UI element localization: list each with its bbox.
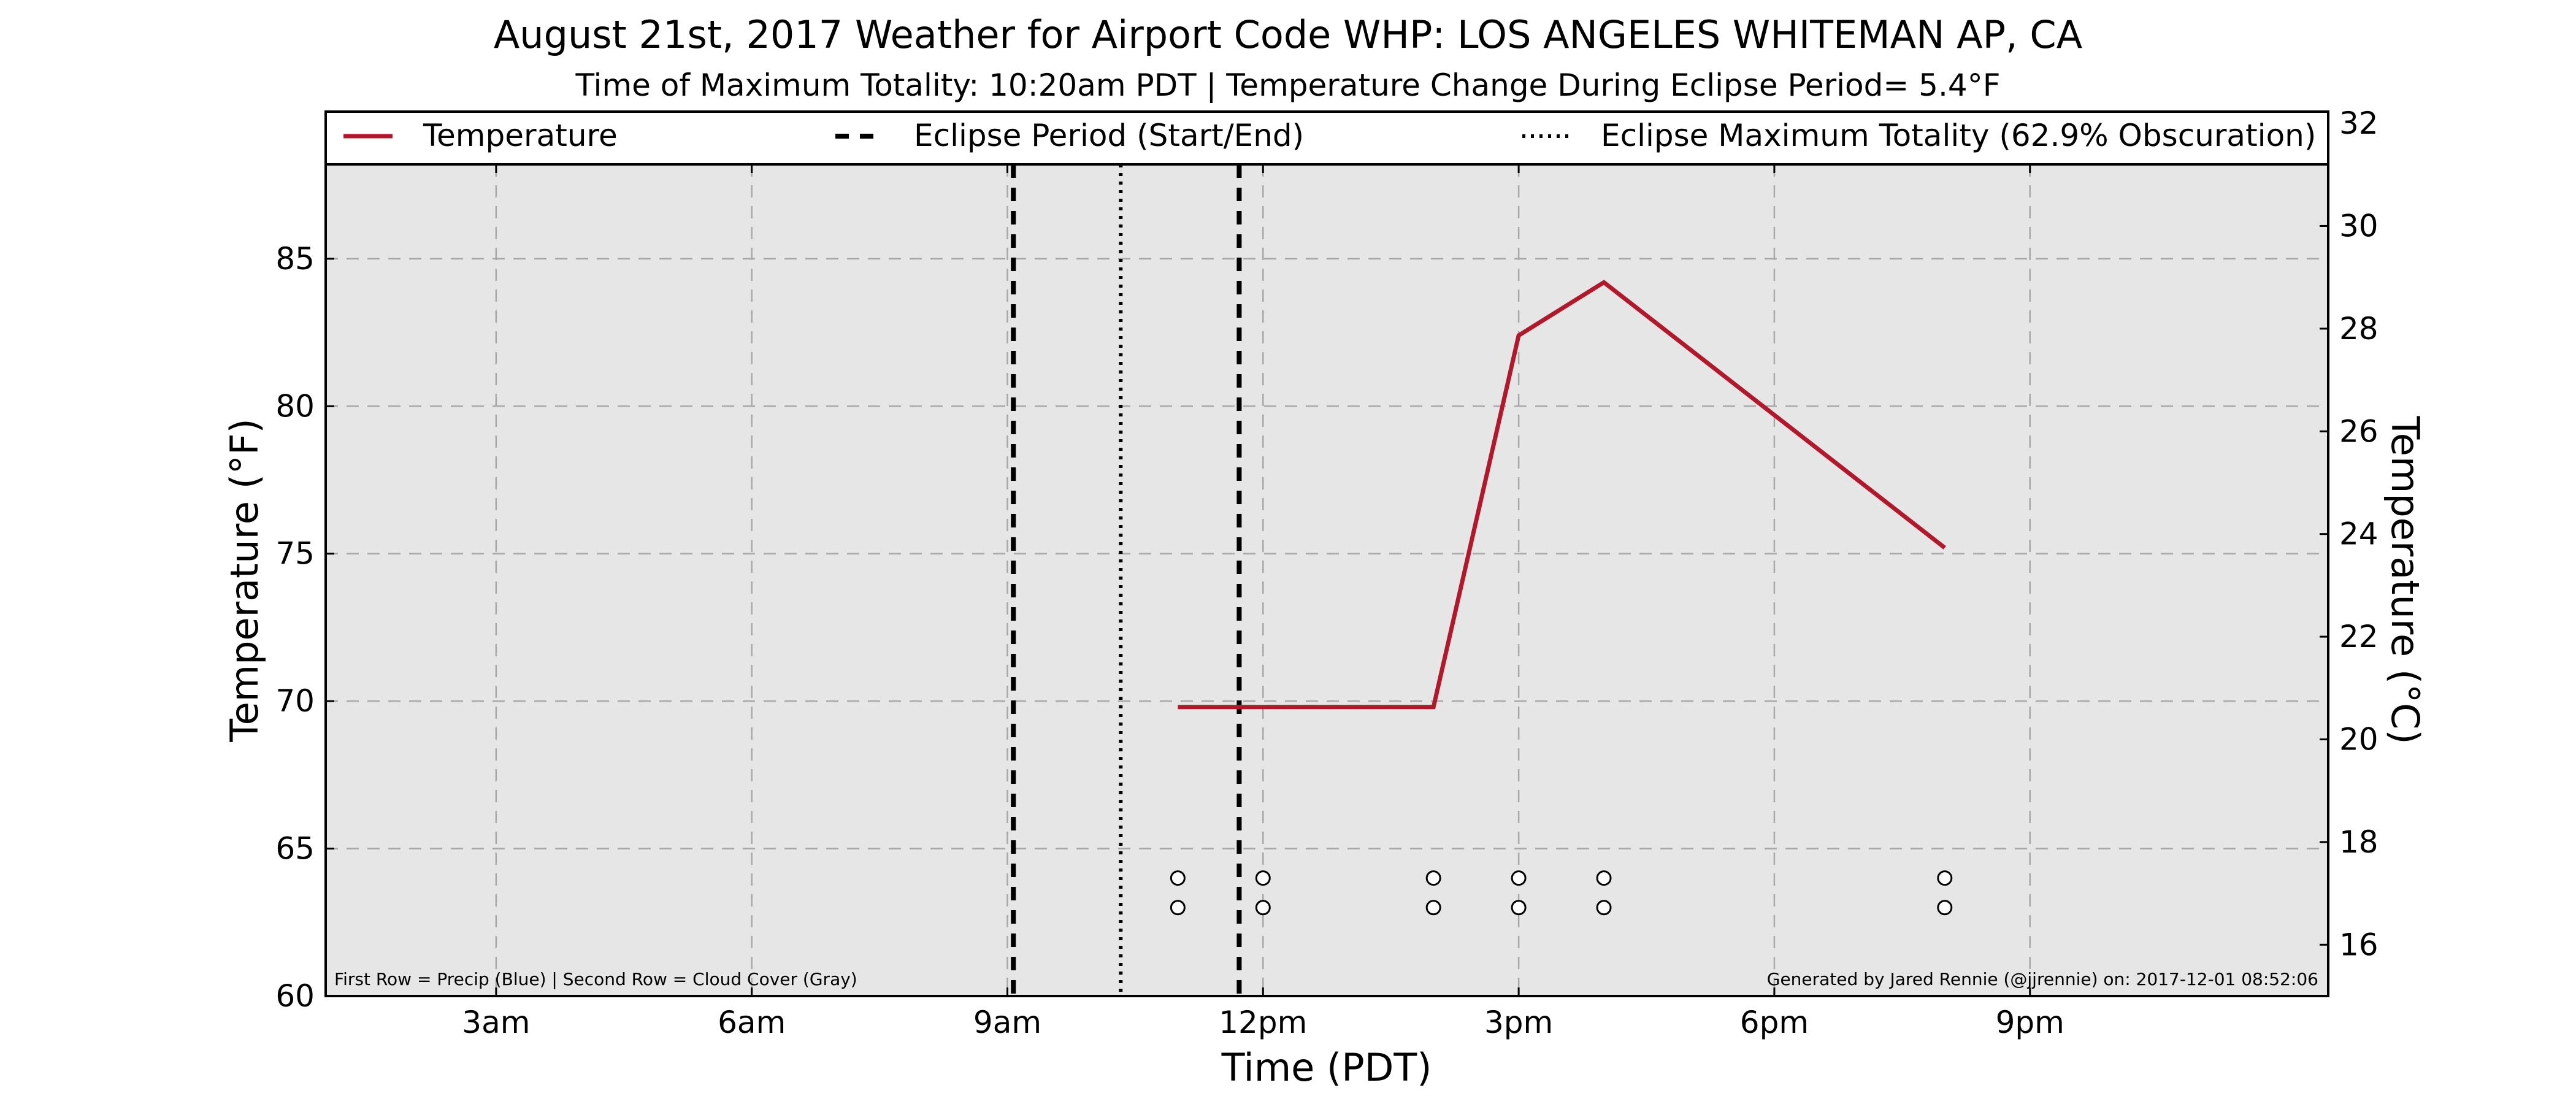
footnote-right: Generated by Jared Rennie (@jjrennie) on… bbox=[1767, 969, 2318, 989]
precip-marker bbox=[1511, 870, 1527, 886]
y-tick-label-left: 75 bbox=[275, 536, 315, 572]
y-tick-label-right: 18 bbox=[2339, 824, 2379, 860]
y-tick-label-left: 85 bbox=[275, 241, 315, 277]
chart-title: August 21st, 2017 Weather for Airport Co… bbox=[494, 12, 2082, 57]
legend-eclipse-period-label: Eclipse Period (Start/End) bbox=[914, 118, 1304, 153]
y-tick-label-right: 26 bbox=[2339, 413, 2379, 449]
precip-marker bbox=[1255, 870, 1271, 886]
y-axis-label-left: Temperature (°F) bbox=[222, 418, 267, 742]
series-layer bbox=[1178, 280, 1946, 710]
cloud-marker bbox=[1937, 900, 1953, 916]
y-tick-label-right: 28 bbox=[2339, 311, 2379, 347]
grid bbox=[326, 164, 2328, 996]
legend-eclipse-max-label: Eclipse Maximum Totality (62.9% Obscurat… bbox=[1601, 118, 2316, 153]
cloud-marker bbox=[1170, 900, 1186, 916]
x-tick-label: 9pm bbox=[1996, 1005, 2064, 1040]
legend-temperature-label: Temperature bbox=[423, 118, 618, 153]
y-tick-label-left: 80 bbox=[275, 388, 315, 424]
x-tick-label: 3am bbox=[462, 1005, 530, 1040]
marker-rows bbox=[1170, 870, 1953, 916]
precip-marker bbox=[1170, 870, 1186, 886]
footnote-left: First Row = Precip (Blue) | Second Row =… bbox=[334, 969, 857, 989]
x-axis-label: Time (PDT) bbox=[1221, 1045, 1432, 1090]
x-tick-label: 12pm bbox=[1219, 1005, 1307, 1040]
cloud-marker bbox=[1511, 900, 1527, 916]
series-line-temperature bbox=[1178, 280, 1946, 710]
precip-marker bbox=[1937, 870, 1953, 886]
x-tick-label: 9am bbox=[973, 1005, 1041, 1040]
legend-box bbox=[324, 110, 2329, 166]
x-tick-label: 6pm bbox=[1740, 1005, 1809, 1040]
cloud-marker bbox=[1596, 900, 1612, 916]
legend: Temperature Eclipse Period (Start/End) E… bbox=[324, 110, 2329, 166]
x-tick-label: 3pm bbox=[1484, 1005, 1553, 1040]
precip-marker bbox=[1596, 870, 1612, 886]
y-tick-label-right: 32 bbox=[2339, 105, 2379, 141]
cloud-marker bbox=[1425, 900, 1441, 916]
eclipse-lines bbox=[1011, 164, 1242, 996]
plot-area bbox=[326, 164, 2328, 996]
y-tick-label-right: 16 bbox=[2339, 927, 2379, 962]
y-tick-label-right: 22 bbox=[2339, 619, 2379, 654]
y-tick-label-right: 20 bbox=[2339, 721, 2379, 757]
y-tick-label-left: 65 bbox=[275, 831, 315, 867]
chart-subtitle: Time of Maximum Totality: 10:20am PDT | … bbox=[575, 67, 2001, 103]
cloud-marker bbox=[1255, 900, 1271, 916]
x-tick-label: 6am bbox=[718, 1005, 786, 1040]
y-tick-label-right: 30 bbox=[2339, 208, 2379, 243]
y-axis-label-right: Temperature (°C) bbox=[2383, 415, 2428, 744]
y-tick-label-left: 60 bbox=[275, 978, 315, 1014]
precip-marker bbox=[1425, 870, 1441, 886]
y-tick-label-left: 70 bbox=[275, 683, 315, 719]
y-tick-label-right: 24 bbox=[2339, 516, 2379, 552]
